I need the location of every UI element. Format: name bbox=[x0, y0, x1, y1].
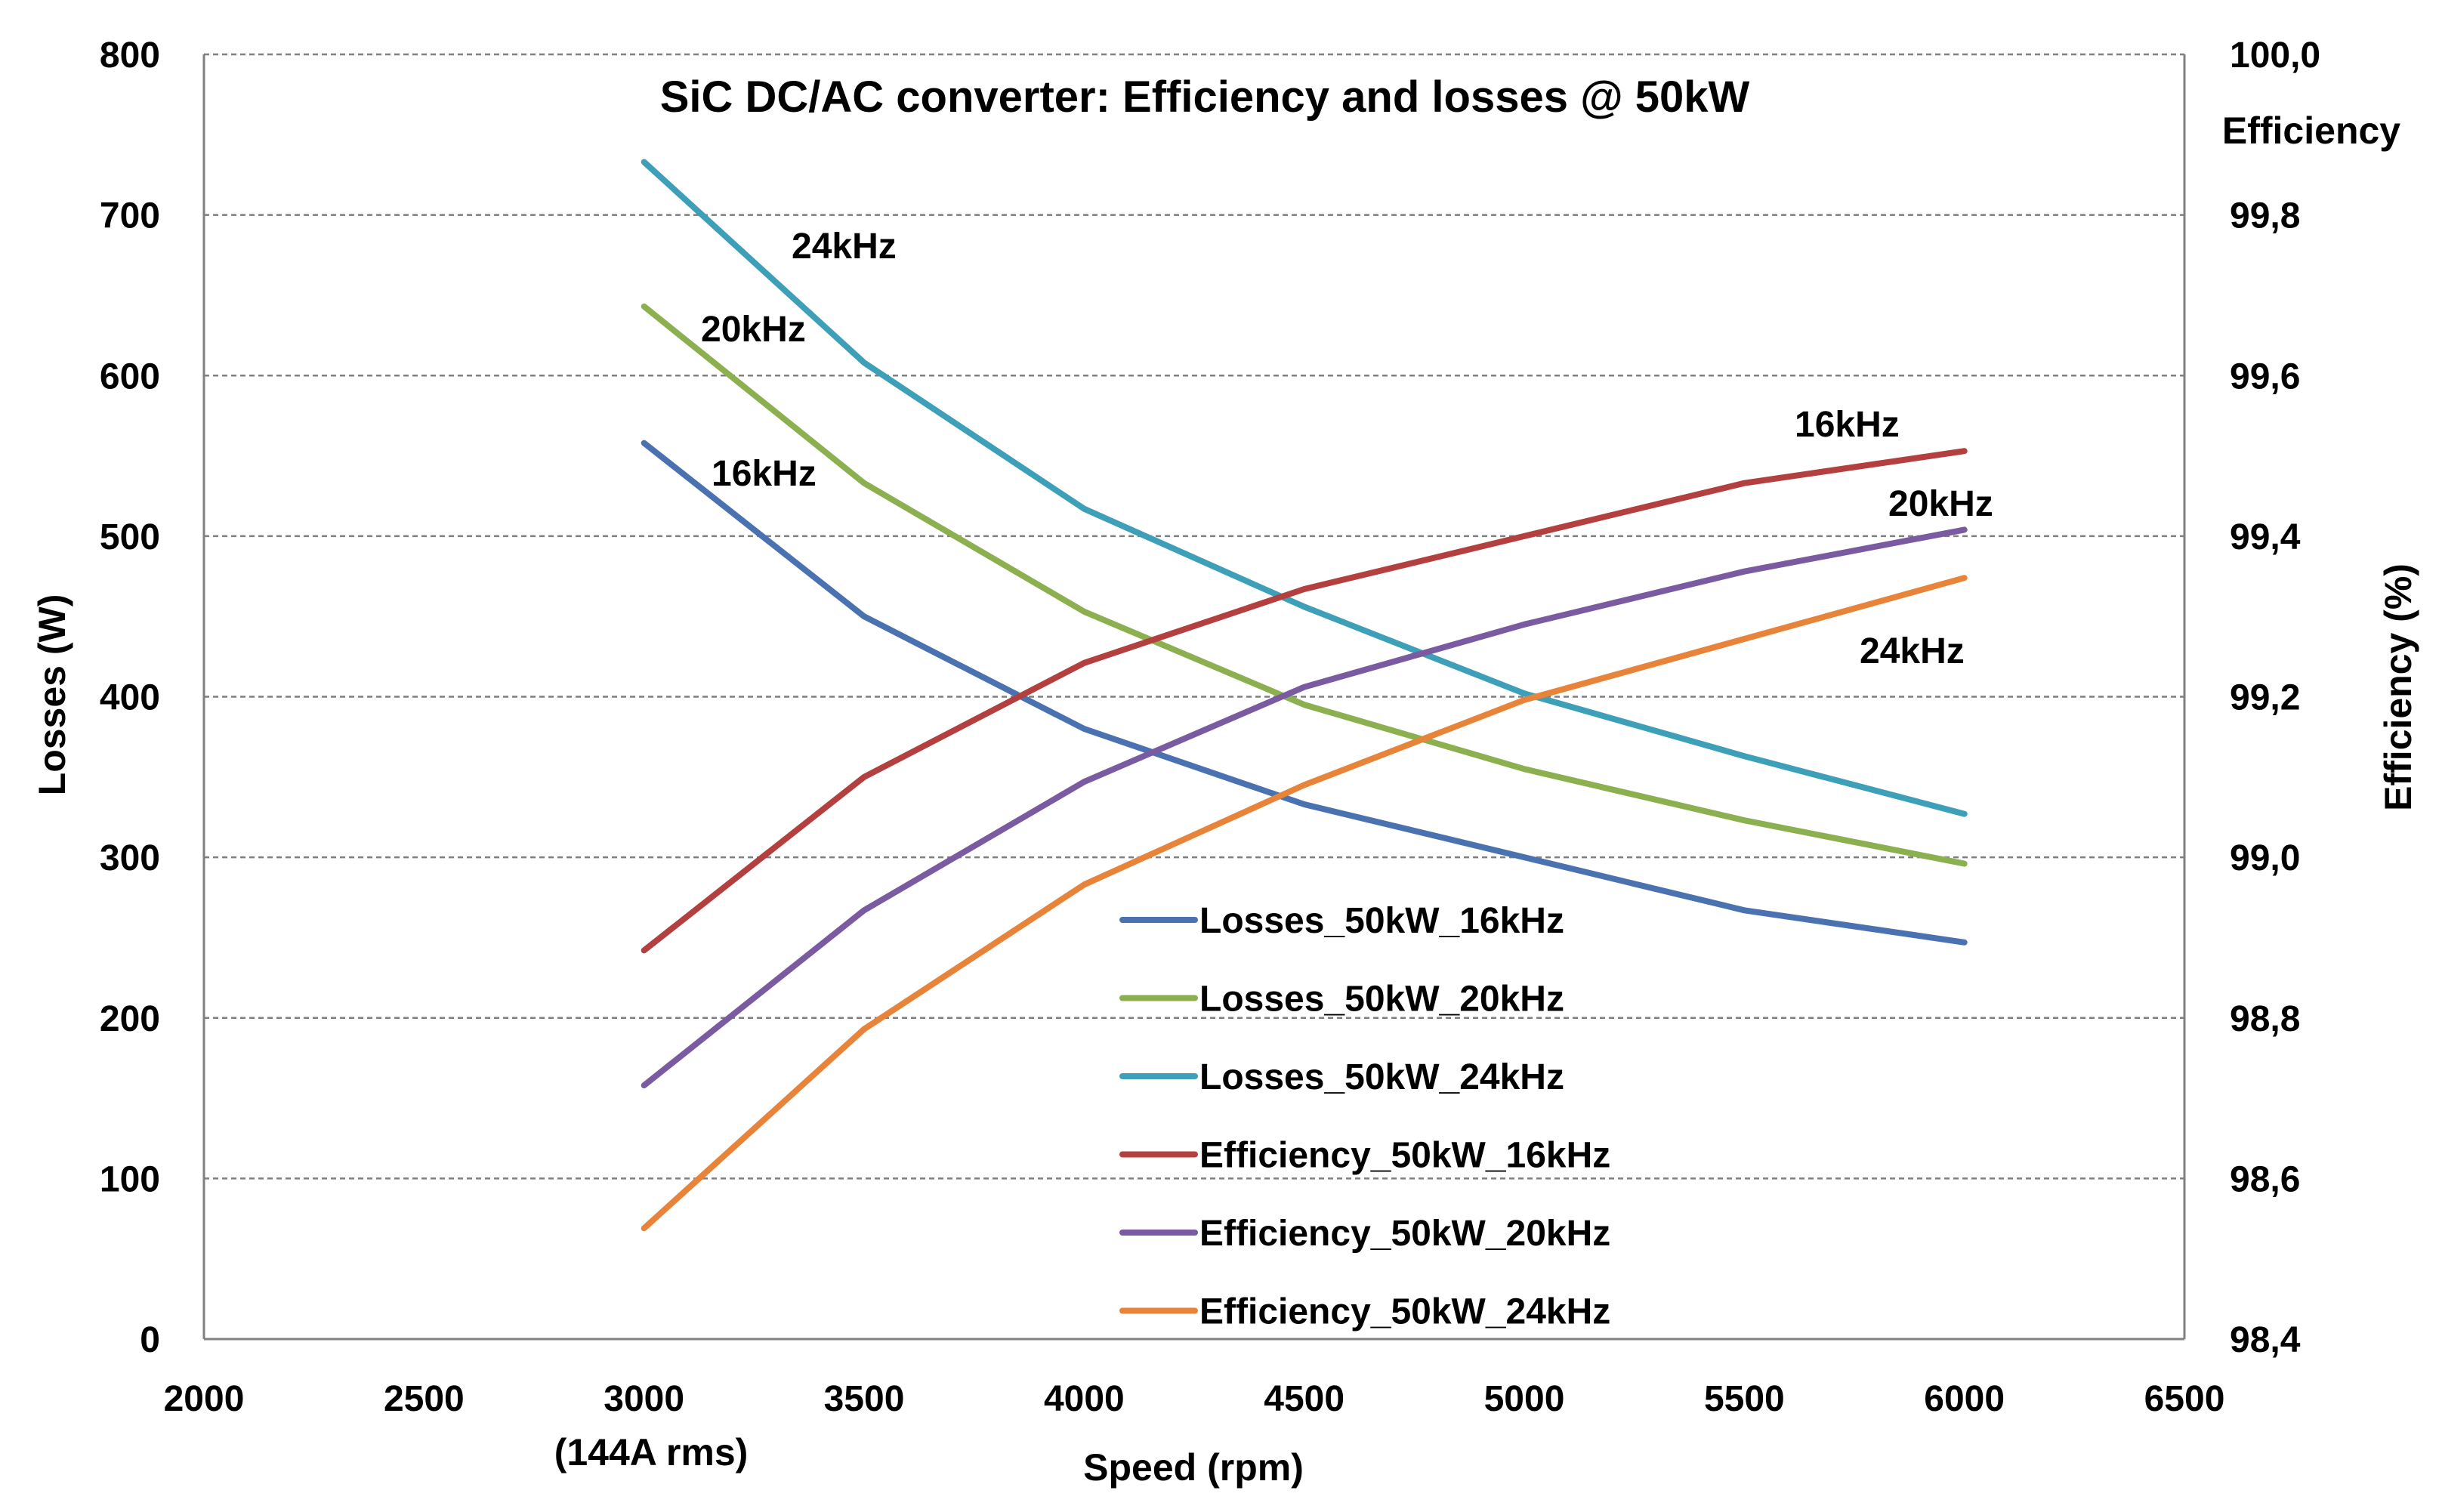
legend-label: Losses_50kW_16kHz bbox=[1199, 901, 1564, 941]
y-left-tick-label: 300 bbox=[100, 838, 160, 878]
annotation-losses-16khz: 16kHz bbox=[712, 454, 817, 494]
y-right-tick-label: 99,8 bbox=[2230, 196, 2300, 236]
series-line-efficiency-50kw-24khz bbox=[641, 575, 1968, 1232]
series-line-efficiency-50kw-16khz bbox=[641, 448, 1968, 954]
y-left-tick-label: 200 bbox=[100, 999, 160, 1039]
y-axis-left-title: Losses (W) bbox=[31, 594, 73, 796]
y-left-tick-label: 700 bbox=[100, 196, 160, 236]
y-right-tick-label: 98,4 bbox=[2230, 1320, 2301, 1360]
annotation-losses-20khz: 20kHz bbox=[701, 310, 806, 350]
tick-labels: 0 100 200 300 400 500 600 700 800 98,4 98,6 98,8 99,… bbox=[100, 35, 2320, 1419]
x-tick-label: 3500 bbox=[824, 1379, 905, 1419]
y-right-tick-label: 98,6 bbox=[2230, 1159, 2300, 1199]
annotation-efficiency-24khz: 24kHz bbox=[1860, 631, 1965, 671]
y-right-tick-label: 99,4 bbox=[2230, 517, 2301, 557]
series-line-efficiency-50kw-20khz bbox=[641, 526, 1968, 1089]
x-tick-label: 6000 bbox=[1924, 1379, 2005, 1419]
x-tick-label: 3000 bbox=[604, 1379, 684, 1419]
x-tick-label: 2000 bbox=[164, 1379, 245, 1419]
legend: Losses_50kW_16kHz Losses_50kW_20kHz Losses… bbox=[1119, 901, 1610, 1332]
y-right-tick-label: 98,8 bbox=[2230, 999, 2300, 1039]
y-right-tick-label: 99,0 bbox=[2230, 838, 2300, 878]
chart-title: SiC DC/AC converter: Efficiency and loss… bbox=[660, 73, 1750, 122]
x-tick-label: 6500 bbox=[2144, 1379, 2225, 1419]
y-right-tick-label: 100,0 bbox=[2230, 35, 2320, 76]
legend-label: Efficiency_50kW_24kHz bbox=[1199, 1292, 1610, 1332]
x-tick-label: 5500 bbox=[1704, 1379, 1785, 1419]
y-right-tick-label: 99,6 bbox=[2230, 356, 2300, 397]
y-right-tick-label: 99,2 bbox=[2230, 678, 2300, 718]
x-axis-note: (144A rms) bbox=[554, 1431, 749, 1473]
y-left-tick-label: 800 bbox=[100, 35, 160, 76]
annotation-efficiency-16khz: 16kHz bbox=[1795, 405, 1900, 445]
legend-label: Efficiency_50kW_16kHz bbox=[1199, 1136, 1610, 1176]
annotation-efficiency-20khz: 20kHz bbox=[1888, 484, 1993, 524]
y-left-tick-label: 500 bbox=[100, 517, 160, 557]
series-line-losses-50kw-24khz bbox=[641, 159, 1968, 817]
y-left-tick-label: 600 bbox=[100, 356, 160, 397]
x-axis-title: Speed (rpm) bbox=[1083, 1446, 1304, 1489]
y-axis-right-title: Efficiency (%) bbox=[2377, 563, 2419, 811]
gridlines bbox=[204, 53, 2184, 1180]
x-tick-label: 4500 bbox=[1264, 1379, 1344, 1419]
axes bbox=[202, 54, 2186, 1341]
y-left-tick-label: 400 bbox=[100, 678, 160, 718]
legend-label: Losses_50kW_24kHz bbox=[1199, 1057, 1564, 1097]
y-left-tick-label: 0 bbox=[140, 1320, 160, 1360]
x-tick-label: 4000 bbox=[1044, 1379, 1125, 1419]
y-left-tick-label: 100 bbox=[100, 1159, 160, 1199]
series-lines bbox=[641, 159, 1968, 1232]
x-tick-label: 5000 bbox=[1484, 1379, 1565, 1419]
legend-label: Efficiency_50kW_20kHz bbox=[1199, 1214, 1610, 1254]
annotation-losses-24khz: 24kHz bbox=[792, 227, 897, 267]
x-tick-label: 2500 bbox=[384, 1379, 465, 1419]
right-axis-caption: Efficiency bbox=[2222, 110, 2400, 152]
legend-label: Losses_50kW_20kHz bbox=[1199, 980, 1564, 1020]
series-line-losses-50kw-16khz bbox=[641, 440, 1968, 946]
series-line-losses-50kw-20khz bbox=[641, 303, 1968, 867]
